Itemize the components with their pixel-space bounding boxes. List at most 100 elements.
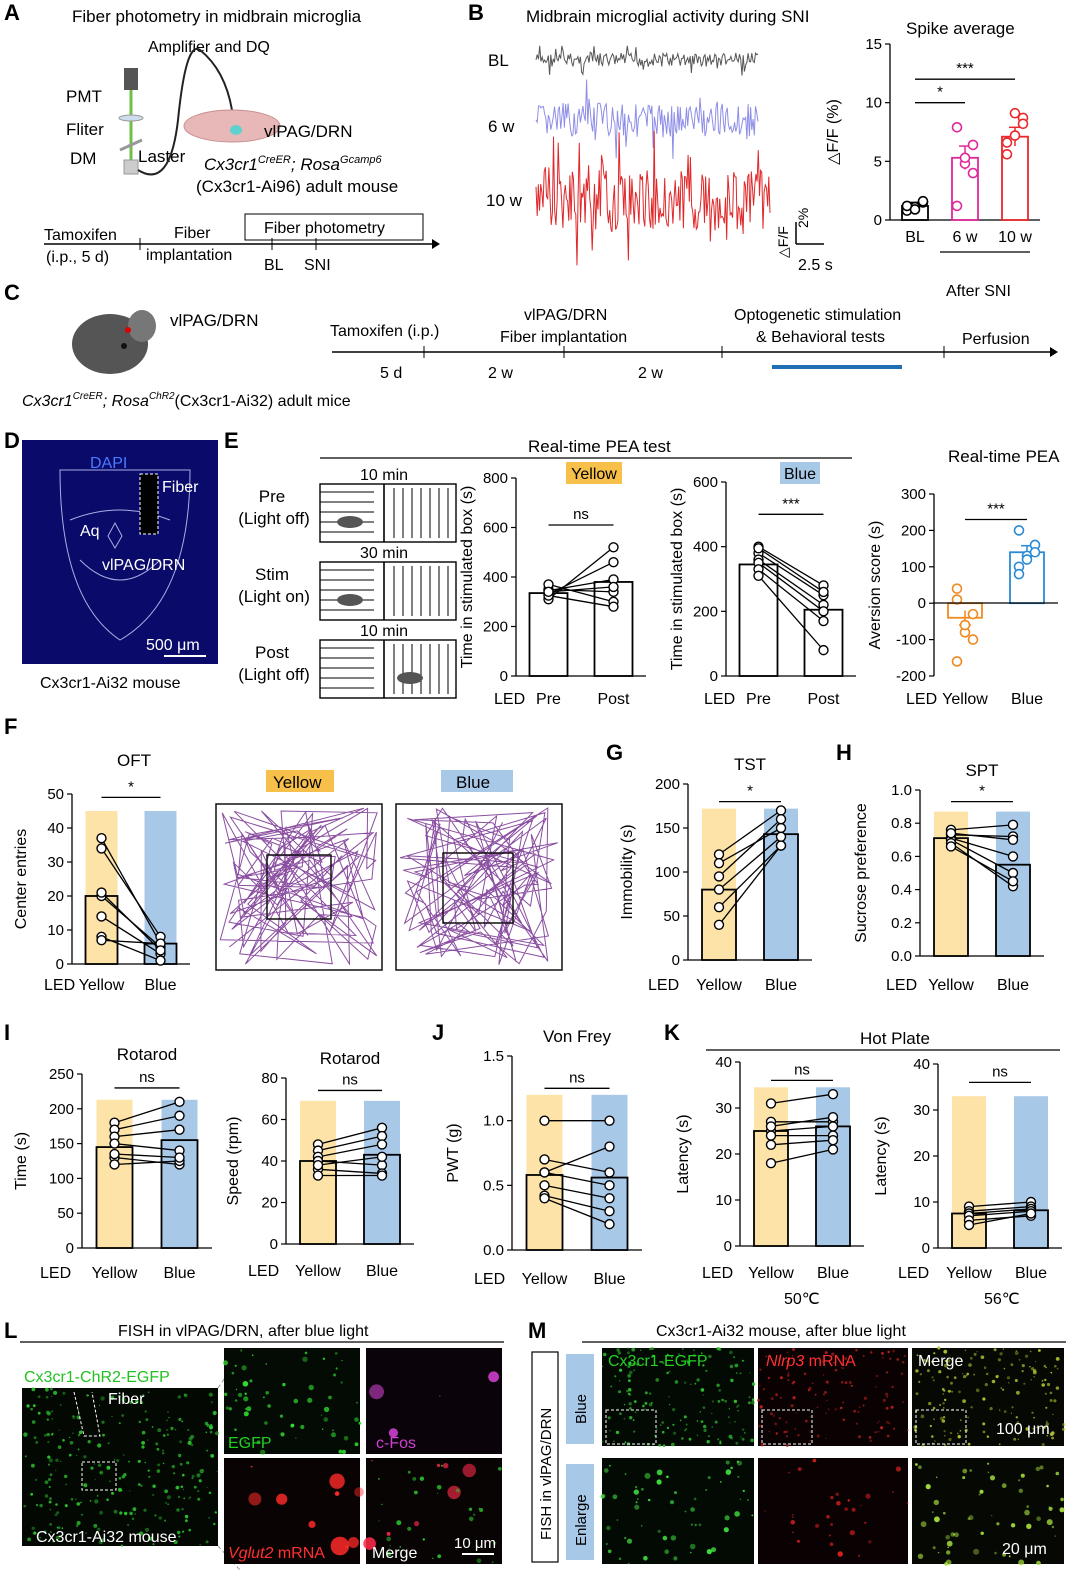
paired-line (770, 1139, 834, 1146)
y-tick-label: 0 (918, 595, 926, 612)
y-tick-label: 60 (261, 1112, 278, 1129)
y-tick-label: 5 (874, 153, 882, 170)
trace-label-bl: BL (488, 51, 509, 70)
cfos-label: c-Fos (376, 1435, 416, 1452)
y-tick-label: 50 (663, 908, 680, 925)
data-point (1007, 834, 1019, 845)
pea-chamber (319, 483, 457, 543)
paired-line (548, 594, 614, 608)
paired-line (718, 845, 782, 926)
panel-l-title: FISH in vlPAG/DRN, after blue light (118, 1323, 369, 1340)
timeline-c-d1: 5 d (380, 365, 402, 382)
chamber-duration: 10 min (360, 467, 408, 484)
significance-mark: ns (794, 1061, 810, 1078)
chamber-duration: 30 min (360, 545, 408, 562)
data-point (608, 601, 619, 612)
oft-title: OFT (117, 751, 151, 770)
panel-a-label: A (4, 0, 20, 25)
panel-h-label: H (836, 740, 852, 765)
x-tick-label: Blue (144, 977, 176, 994)
timeline-c-fiber2: Fiber implantation (500, 329, 627, 346)
egfp-label: EGFP (228, 1435, 272, 1452)
x-tick-label: Post (597, 691, 630, 708)
paired-line (114, 1115, 180, 1131)
filter-label: Fliter (66, 120, 104, 139)
paired-line (548, 583, 614, 603)
paired-line (968, 1205, 1032, 1212)
y-axis-label: Sucrose preference (853, 803, 870, 943)
data-point (945, 827, 957, 839)
chart-title: SPT (965, 761, 998, 780)
y-tick-label: 10 (913, 1194, 930, 1211)
y-tick-label: 0.0 (891, 948, 912, 965)
significance-mark: *** (987, 500, 1005, 517)
data-point (109, 1159, 120, 1170)
chamber-phase: Pre (259, 487, 285, 506)
y-tick-label: 20 (261, 1195, 278, 1212)
cfos-image (366, 1348, 502, 1454)
y-tick-label: 1.5 (483, 1048, 504, 1065)
oft-blue-tag-text: Blue (456, 773, 490, 792)
timeline-c-fiber1: vlPAG/DRN (524, 307, 607, 324)
data-point (1001, 148, 1013, 160)
data-point (827, 1121, 839, 1132)
data-point (604, 1115, 615, 1126)
timeline-a-fiber-sub: implantation (146, 247, 232, 264)
x-tick-label: Pre (746, 691, 771, 708)
significance-mark: *** (782, 495, 800, 512)
y-tick-label: 600 (693, 474, 718, 491)
x-tick-label: BL (905, 229, 925, 246)
condition-shade (1014, 1096, 1048, 1248)
x-tick-label: 6 w (953, 229, 978, 246)
pea-chamber (319, 561, 457, 621)
paired-line (950, 839, 1014, 874)
after-sni-label: After SNI (946, 283, 1011, 300)
y-axis-label: Time in stimulated box (s) (669, 488, 686, 671)
data-point (608, 556, 619, 568)
significance-mark: * (128, 778, 134, 795)
led-label: LED (906, 691, 937, 708)
data-point (604, 1205, 615, 1217)
panel-a-title: Fiber photometry in midbrain microglia (72, 7, 362, 26)
fish-overview-image (22, 1388, 218, 1546)
paired-line (968, 1210, 1032, 1217)
trace-label-10w: 10 w (486, 191, 523, 210)
data-point (753, 543, 764, 554)
bar (995, 863, 1031, 957)
data-point (1013, 525, 1025, 536)
m-egfp-enlarge (602, 1458, 754, 1564)
data-point (1007, 851, 1019, 862)
fish-zoom-cells (222, 1349, 502, 1563)
y-tick-label: 0.0 (483, 1242, 504, 1259)
panel-l-label: L (4, 1318, 17, 1343)
led-label: LED (474, 1271, 505, 1288)
data-point (376, 1151, 388, 1163)
chamber-light: (Light off) (238, 665, 310, 684)
panel-b-title: Midbrain microglial activity during SNI (526, 7, 809, 26)
paired-line (114, 1101, 180, 1124)
m-nlrp3-enlarge (758, 1458, 908, 1564)
paired-line (718, 845, 782, 908)
data-point (959, 152, 971, 164)
y-tick-label: 0 (56, 956, 64, 973)
x-tick-label: Yellow (295, 1263, 341, 1280)
bar (160, 1139, 199, 1249)
data-point (543, 586, 554, 598)
y-axis-label: Time in stimulated box (s) (459, 486, 476, 669)
data-point (765, 1130, 777, 1141)
data-point (951, 583, 963, 594)
x-tick-label: Pre (536, 691, 561, 708)
led-label: LED (704, 691, 735, 708)
data-point (539, 1193, 550, 1204)
y-tick-label: 50 (47, 786, 64, 803)
panel-i-label: I (4, 1020, 10, 1045)
dapi-label: DAPI (90, 455, 127, 472)
hot-plate-title: Hot Plate (860, 1029, 930, 1048)
data-point (945, 841, 957, 852)
fiber-label-l: Fiber (108, 1391, 145, 1408)
paired-line (770, 1125, 834, 1132)
timeline-a-bl: BL (264, 257, 284, 274)
data-point (109, 1148, 120, 1160)
paired-line (114, 1142, 180, 1152)
paired-line (770, 1148, 834, 1164)
